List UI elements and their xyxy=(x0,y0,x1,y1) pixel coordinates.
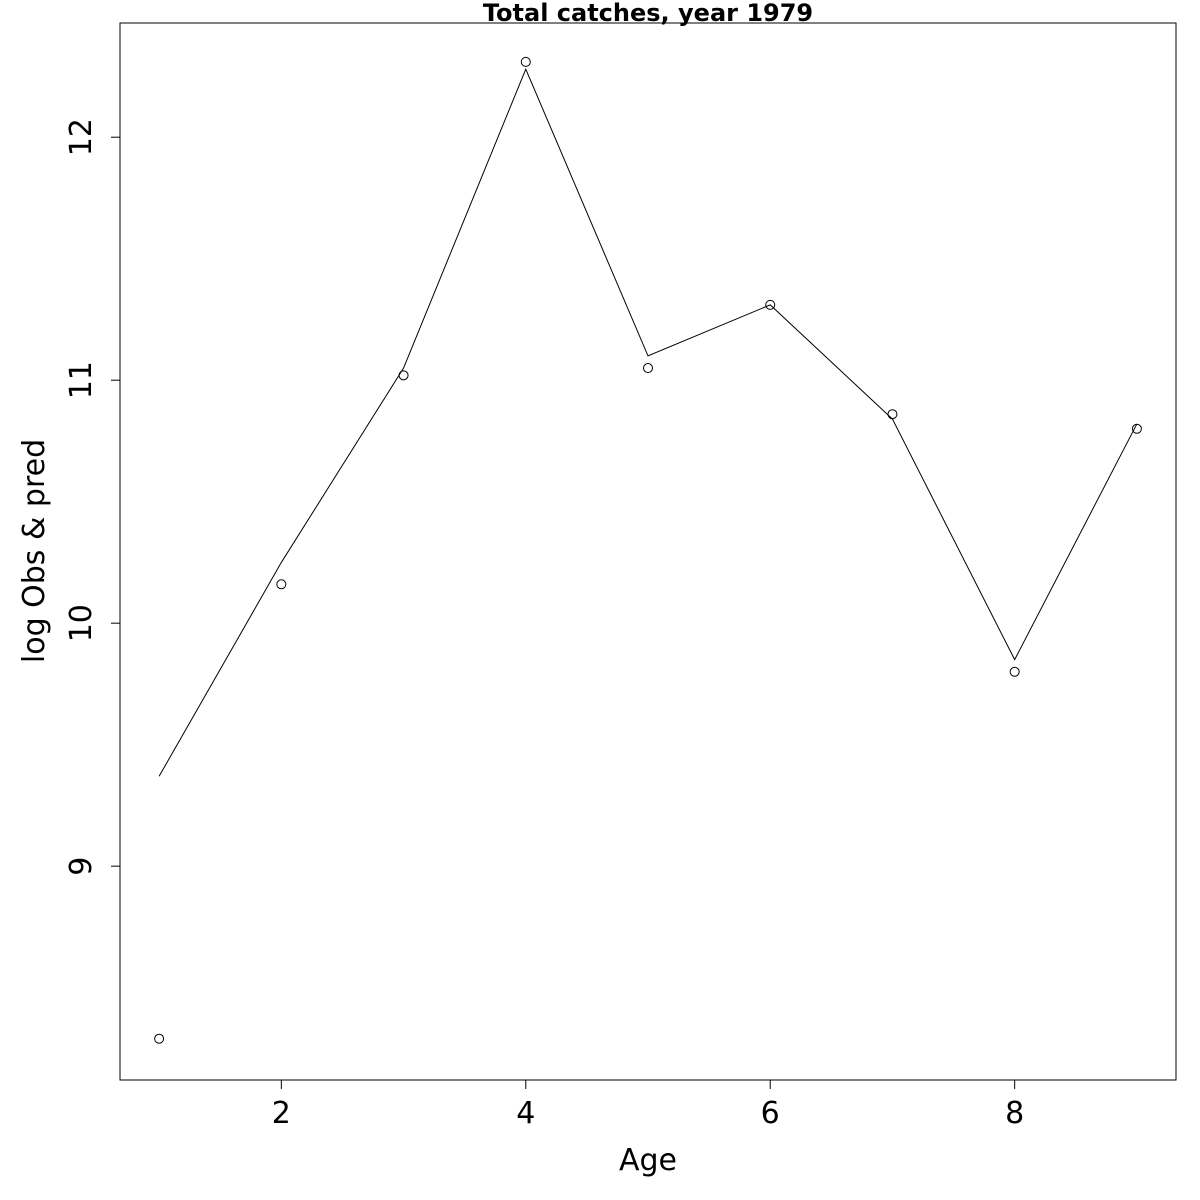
predicted-line xyxy=(158,67,1138,777)
series-layer xyxy=(154,56,1142,1044)
observed-point xyxy=(887,409,898,420)
observed-point xyxy=(1131,423,1142,434)
x-axis: 2 4 6 8 xyxy=(272,1079,1024,1131)
plot-frame xyxy=(119,22,1177,1081)
x-tick-label: 6 xyxy=(761,1096,780,1131)
observed-point xyxy=(765,299,776,310)
observed-point xyxy=(643,363,653,374)
y-tick-label: 10 xyxy=(64,604,99,642)
observed-point xyxy=(154,1033,165,1044)
x-tick-label: 8 xyxy=(1005,1096,1024,1131)
x-tick-label: 4 xyxy=(516,1096,535,1131)
observed-point xyxy=(520,56,531,67)
y-tick-label: 11 xyxy=(64,361,99,399)
observed-point xyxy=(276,579,287,590)
y-axis-label: log Obs & pred xyxy=(17,439,52,663)
y-tick-label: 9 xyxy=(64,857,99,876)
x-tick-label: 2 xyxy=(272,1096,291,1131)
y-axis: 9 10 11 12 xyxy=(64,118,121,876)
y-tick-label: 12 xyxy=(64,118,99,156)
observed-point xyxy=(1009,666,1020,677)
x-axis-label: Age xyxy=(619,1143,677,1178)
